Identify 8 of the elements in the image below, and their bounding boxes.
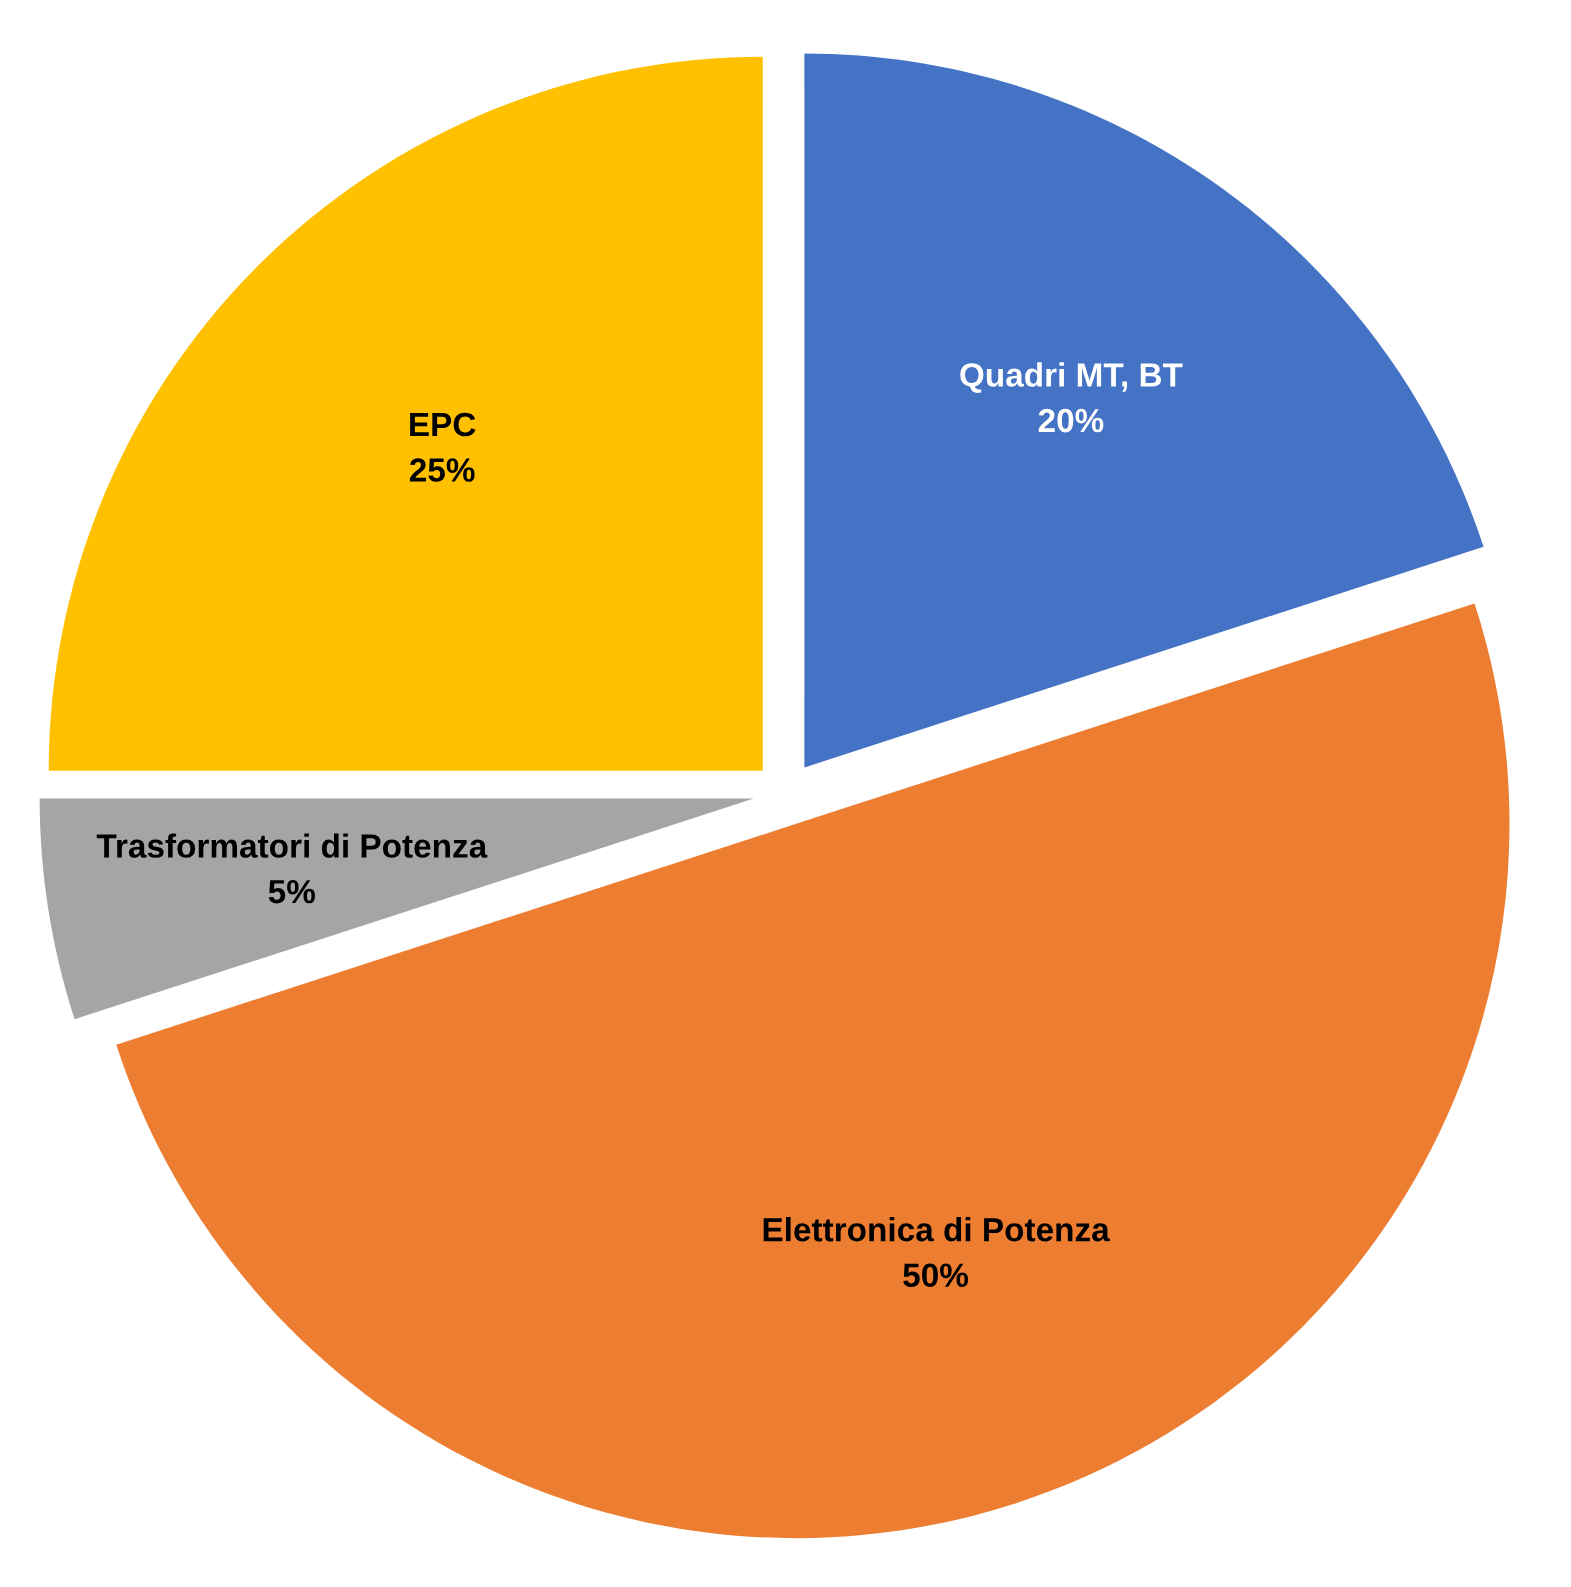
data-label: 25% [409, 458, 475, 482]
data-label: 20% [1038, 408, 1104, 433]
slice-label: Quadri MT, BT [960, 362, 1183, 394]
slice-label: Elettronica di Potenza [763, 1217, 1110, 1242]
data-label: 5% [268, 879, 315, 904]
data-label: 50% [903, 1263, 969, 1288]
slice-label: Trasformatori di Potenza [96, 833, 488, 858]
slice-label: EPC [410, 412, 476, 437]
